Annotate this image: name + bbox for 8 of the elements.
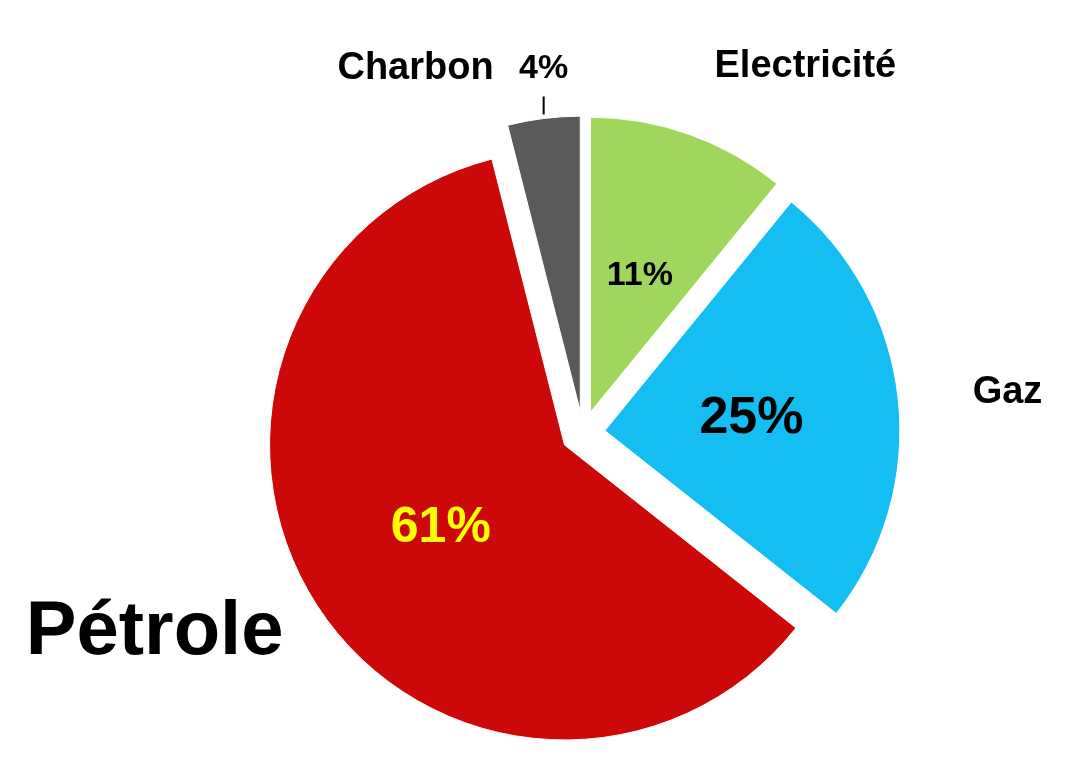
data-label: 11% — [606, 254, 673, 293]
slice-label: Electricité — [714, 42, 897, 85]
data-label: 25% — [699, 385, 804, 444]
slice-label: Pétrole — [25, 584, 284, 670]
slice-label: Charbon — [337, 45, 494, 88]
data-label: 4% — [519, 47, 569, 86]
data-label: 61% — [390, 497, 491, 554]
slice-label: Gaz — [972, 369, 1043, 412]
